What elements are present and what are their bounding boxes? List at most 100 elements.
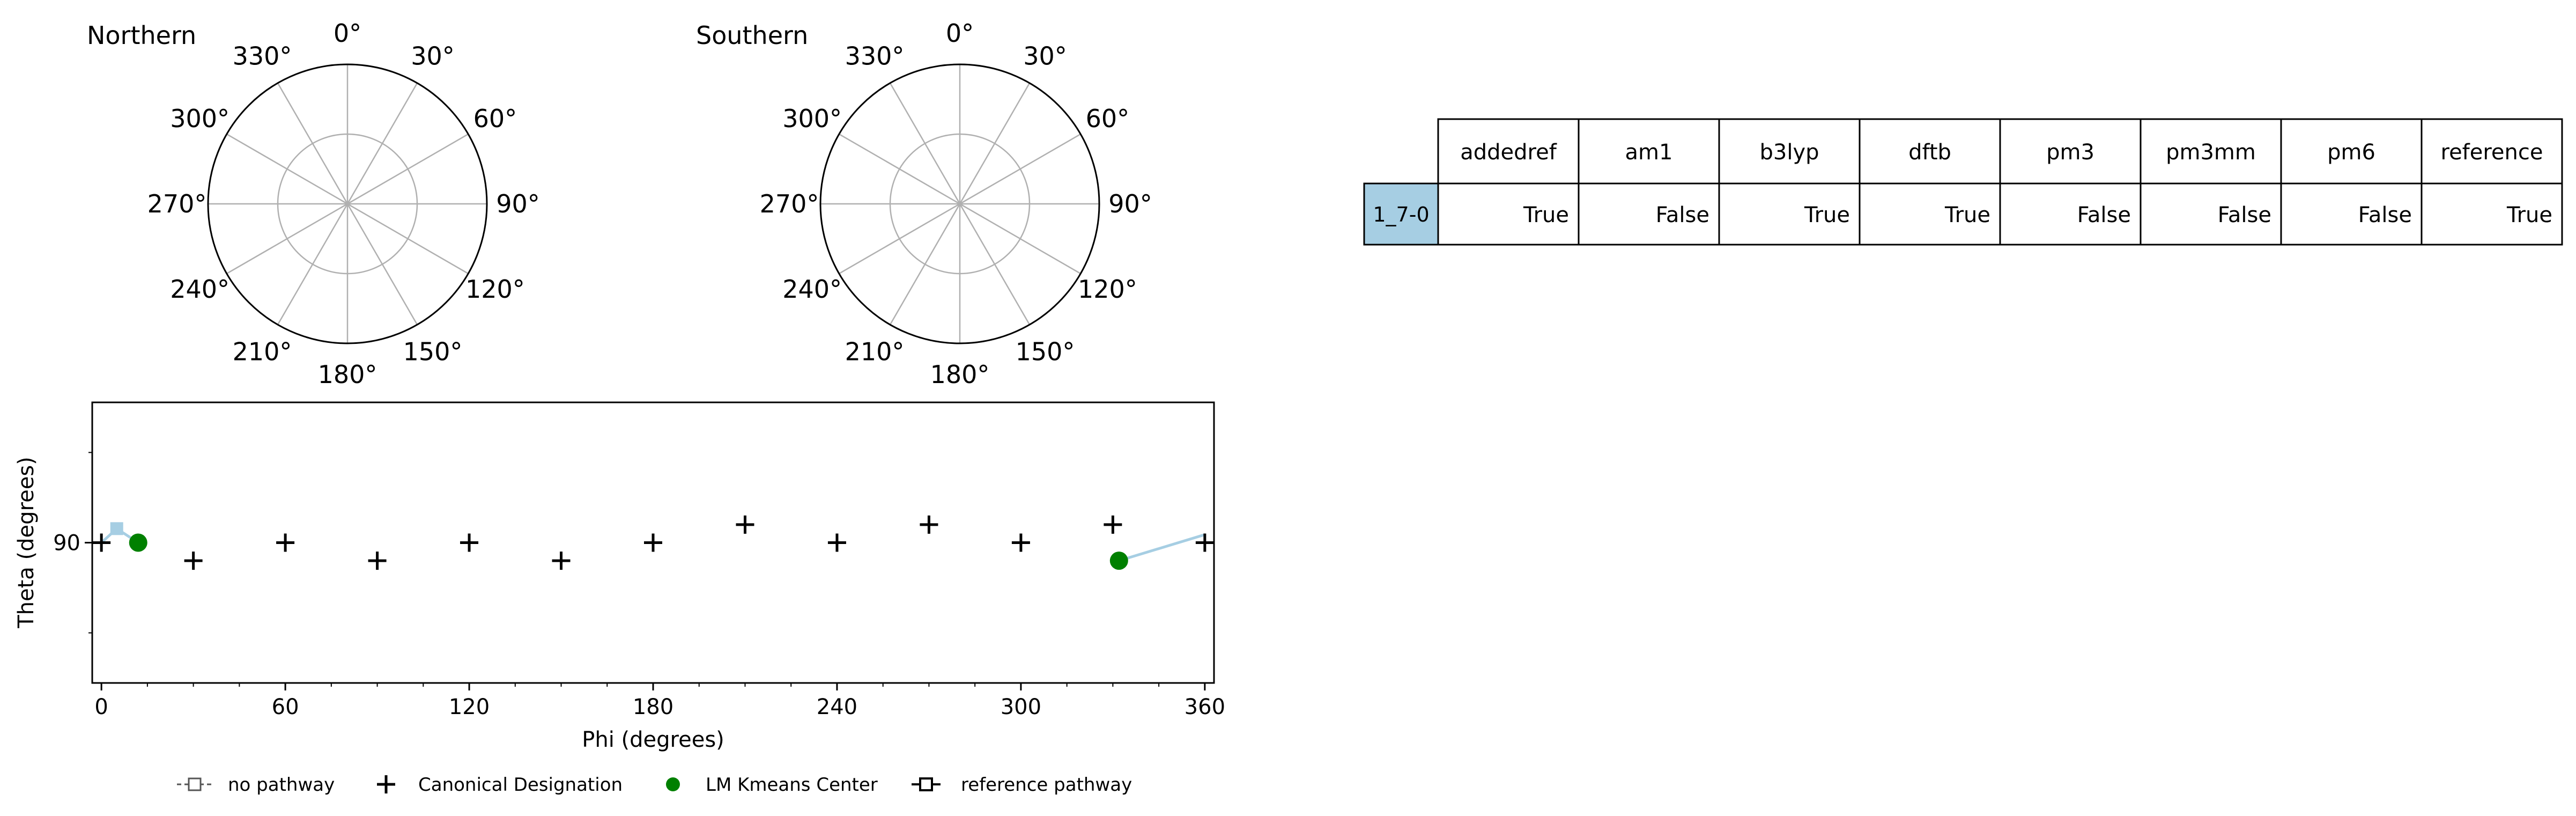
table-cell (2280, 182, 2423, 246)
scatter-x-label: Phi (degrees) (582, 727, 724, 752)
polar-tick-label: 240° (170, 275, 230, 304)
table-cell-value: True (1944, 203, 1990, 227)
polar-chart-southern: Southern 0° 30° 60° 90° 120° 150° 180° 210° 240°… (696, 19, 1152, 389)
polar-tick-label: 180° (930, 360, 990, 389)
table-column-header: reference (2441, 140, 2543, 165)
table-column-header: pm3mm (2166, 140, 2256, 165)
scatter-y-label: Theta (degrees) (14, 457, 39, 629)
legend-item-canonical-designation: Canonical Designation (377, 774, 623, 796)
polar-grid-southern (820, 64, 1099, 343)
canonical-designation-marker (460, 533, 479, 552)
canonical-designation-markers (92, 515, 1214, 570)
polar-ticks-southern: 0° 30° 60° 90° 120° 150° 180° 210° 240° 270° 300° 3… (760, 19, 1152, 389)
canonical-designation-marker (92, 533, 111, 552)
polar-tick-label: 210° (845, 337, 905, 366)
table-cell-value: False (2077, 203, 2131, 227)
polar-tick-label: 330° (845, 42, 905, 71)
x-tick-label: 120 (449, 695, 490, 719)
polar-ring-gridline (889, 133, 1031, 275)
polar-tick-label: 150° (1016, 337, 1075, 366)
table-cell-value: False (2218, 203, 2271, 227)
polar-title-southern: Southern (696, 21, 808, 50)
results-table: addedref am1 b3lyp dftb pm3 pm3mm pm6 reference… (1363, 118, 2563, 246)
polar-tick-label: 150° (403, 337, 463, 366)
polar-tick-label: 0° (334, 19, 361, 48)
legend-item-reference-pathway: reference pathway (912, 774, 1132, 796)
legend-green-dot-icon (666, 777, 680, 791)
legend-label: Canonical Designation (418, 774, 623, 796)
table-cell-value: True (1804, 203, 1850, 227)
x-tick-label: 180 (633, 695, 673, 719)
x-tick-label: 360 (1185, 695, 1225, 719)
legend-dashed-square-icon (188, 777, 202, 791)
kmeans-center-markers (129, 533, 1128, 570)
polar-ring-gridline (277, 133, 418, 275)
table-column-header: am1 (1625, 140, 1673, 165)
polar-frame-southern (819, 63, 1100, 344)
x-tick-label: 60 (272, 695, 299, 719)
table-cell-value: True (2506, 203, 2552, 227)
polar-tick-label: 90° (1108, 189, 1152, 218)
canonical-designation-marker (552, 552, 571, 570)
polar-frame-northern (207, 63, 488, 344)
polar-tick-label: 270° (760, 189, 819, 218)
polar-tick-label: 30° (1023, 42, 1067, 71)
table-cell (1437, 182, 1580, 246)
polar-tick-label: 60° (1086, 104, 1130, 133)
polar-chart-northern: Northern 0° 30° 60° 90° 120° 150° 180° 210° 240°… (87, 19, 540, 389)
y-tick-label: 90 (53, 531, 80, 556)
table-cell-value: False (2358, 203, 2412, 227)
polar-tick-label: 90° (496, 189, 540, 218)
polar-ticks-northern: 0° 30° 60° 90° 120° 150° 180° 210° 240° 270° 300° 3… (147, 19, 540, 389)
legend-label: no pathway (228, 774, 335, 796)
canonical-designation-marker (184, 552, 203, 570)
polar-tick-label: 270° (147, 189, 207, 218)
polar-tick-label: 330° (233, 42, 292, 71)
reference-pathway-marker (110, 522, 123, 535)
polar-tick-label: 210° (233, 337, 292, 366)
polar-title-northern: Northern (87, 21, 196, 50)
legend-label: reference pathway (961, 774, 1132, 796)
polar-tick-label: 240° (782, 275, 842, 304)
polar-tick-label: 120° (465, 275, 525, 304)
polar-grid-northern (208, 64, 487, 343)
legend-item-lm-kmeans-center: LM Kmeans Center (666, 774, 878, 796)
table-row-label: 1_7-0 (1373, 203, 1429, 226)
table-cell-value: False (1656, 203, 1709, 227)
scatter-x-ticks: 0 60 120 180 240 300 360 (94, 683, 1225, 719)
canonical-designation-marker (920, 515, 938, 534)
polar-tick-label: 30° (411, 42, 455, 71)
table-row-label-cell (1363, 182, 1439, 246)
table-cell (1718, 182, 1861, 246)
reference-pathway-line (1119, 533, 1205, 562)
legend-label: LM Kmeans Center (706, 774, 878, 796)
x-tick-label: 240 (817, 695, 857, 719)
polar-tick-label: 300° (170, 104, 230, 133)
scatter-y-ticks: 90 (53, 452, 92, 634)
table-cell (1999, 182, 2142, 246)
table-cell-value: True (1523, 203, 1569, 227)
legend-item-no-pathway: no pathway (177, 774, 335, 796)
canonical-designation-marker (644, 533, 662, 552)
table-header-cell (1718, 118, 1861, 185)
table-column-header: pm6 (2327, 140, 2375, 165)
x-tick-label: 300 (1001, 695, 1041, 719)
polar-tick-label: 60° (473, 104, 517, 133)
polar-tick-label: 0° (946, 19, 974, 48)
canonical-designation-marker (1011, 533, 1030, 552)
legend: no pathway Canonical Designation LM Kmea… (177, 774, 1132, 796)
table-header-cell (2280, 118, 2423, 185)
table-cell (1578, 182, 1720, 246)
table-cell (1859, 182, 2001, 246)
table-column-header: pm3 (2046, 140, 2094, 165)
canonical-designation-marker (1104, 515, 1122, 534)
polar-tick-label: 180° (318, 360, 377, 389)
kmeans-center-marker (129, 533, 147, 552)
legend-plus-icon (377, 775, 395, 793)
table-column-header: b3lyp (1759, 140, 1819, 165)
canonical-designation-marker (368, 552, 387, 570)
kmeans-center-marker (1109, 552, 1128, 570)
polar-tick-label: 120° (1078, 275, 1137, 304)
canonical-designation-marker (276, 533, 295, 552)
